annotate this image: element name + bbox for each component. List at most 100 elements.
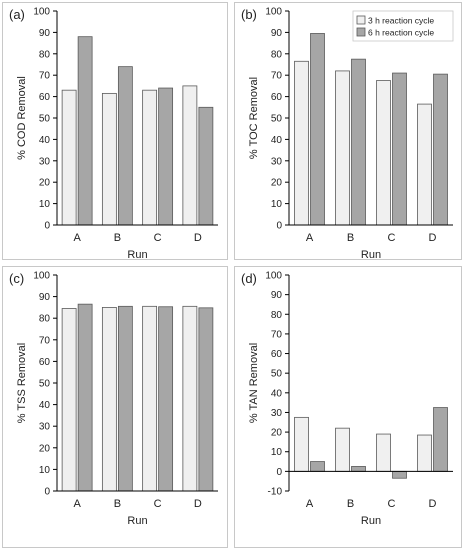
legend-swatch-6h <box>356 27 366 37</box>
y-tick-label: -10 <box>268 487 283 498</box>
y-tick-label: 0 <box>44 487 50 498</box>
y-tick-label: 100 <box>265 7 282 18</box>
bar-3h-b <box>101 92 117 226</box>
bar-6h-a <box>77 36 93 226</box>
bar-6h-a <box>77 303 93 492</box>
y-axis-title: % TAN Removal <box>248 343 260 423</box>
y-tick-label: 10 <box>39 465 51 476</box>
bar-3h-b <box>335 427 350 472</box>
x-tick-label: A <box>73 232 81 244</box>
y-tick-label: 100 <box>33 7 50 18</box>
legend-swatch-3h <box>356 15 366 25</box>
x-tick-label: B <box>114 498 121 510</box>
y-tick-label: 60 <box>39 357 51 368</box>
bar-6h-d <box>198 106 214 226</box>
bar-3h-d <box>182 85 198 226</box>
y-tick-label: 100 <box>265 271 282 282</box>
x-tick-label: C <box>388 498 396 510</box>
y-tick-label: 30 <box>39 156 51 167</box>
bar-3h-c <box>142 89 158 226</box>
panel-label: (a) <box>9 7 25 22</box>
chart-panel-c: (c) 0 10 20 30 40 50 60 70 80 90 100 % TSS Removal A B… <box>2 266 228 548</box>
y-tick-label: 10 <box>39 199 51 210</box>
y-tick-label: 90 <box>271 28 283 39</box>
y-tick-label: 60 <box>39 92 51 103</box>
bar-6h-a <box>310 461 325 472</box>
y-tick-label: 80 <box>271 49 283 60</box>
x-axis-title: Run <box>361 515 381 527</box>
bar-3h-b <box>101 307 117 492</box>
y-axis-title: % TSS Removal <box>16 343 28 424</box>
y-tick-label: 30 <box>271 408 283 419</box>
y-tick-label: 60 <box>271 92 283 103</box>
bar-3h-c <box>142 305 158 492</box>
y-tick-label: 10 <box>271 199 283 210</box>
panel-label: (c) <box>9 271 24 286</box>
bar-3h-d <box>417 434 432 472</box>
bar-3h-c <box>376 433 391 472</box>
y-tick-label: 30 <box>39 422 51 433</box>
y-tick-label: 0 <box>276 221 282 232</box>
y-tick-label: 80 <box>39 49 51 60</box>
y-tick-label: 70 <box>39 335 51 346</box>
bar-6h-d <box>433 73 448 226</box>
y-tick-label: 30 <box>271 156 283 167</box>
bar-6h-c <box>392 470 407 479</box>
bar-3h-a <box>294 416 309 472</box>
y-tick-label: 80 <box>271 310 283 321</box>
legend-label: 6 h reaction cycle <box>368 28 434 38</box>
bar-6h-a <box>310 33 325 226</box>
y-tick-label: 40 <box>39 135 51 146</box>
chart-panel-a: (a) 0 10 20 30 40 50 60 70 80 90 100 % COD Removal A B… <box>2 2 228 261</box>
x-tick-label: A <box>73 498 81 510</box>
y-tick-label: 0 <box>276 467 282 478</box>
y-tick-label: 70 <box>39 71 51 82</box>
x-tick-label: B <box>347 498 354 510</box>
y-tick-label: 100 <box>33 271 50 282</box>
bar-3h-a <box>61 89 77 226</box>
x-tick-label: D <box>429 232 437 244</box>
y-tick-label: 20 <box>39 178 51 189</box>
y-tick-label: 0 <box>44 221 50 232</box>
bar-3h-b <box>335 70 350 226</box>
bar-3h-c <box>376 80 391 226</box>
chart-svg: (b) 0 10 20 30 40 50 60 70 80 90 100 % TOC Removal A B… <box>241 7 454 261</box>
bar-6h-b <box>117 305 133 492</box>
legend-box <box>352 10 454 42</box>
x-tick-label: A <box>306 232 314 244</box>
bar-3h-a <box>294 60 309 226</box>
x-axis-title: Run <box>361 249 381 261</box>
panel-label: (b) <box>241 7 257 22</box>
bar-3h-a <box>61 308 77 492</box>
y-tick-label: 20 <box>39 443 51 454</box>
x-tick-label: B <box>114 232 121 244</box>
y-tick-label: 50 <box>271 369 283 380</box>
bar-3h-d <box>182 305 198 492</box>
y-tick-label: 20 <box>271 178 283 189</box>
legend: 3 h reaction cycle 6 h reaction cycle <box>352 10 454 42</box>
bar-6h-b <box>351 466 366 472</box>
y-tick-label: 50 <box>271 114 283 125</box>
y-tick-label: 80 <box>39 314 51 325</box>
bar-6h-c <box>158 306 174 492</box>
x-tick-label: B <box>347 232 354 244</box>
y-tick-label: 90 <box>39 292 51 303</box>
x-tick-label: D <box>429 498 437 510</box>
x-tick-label: D <box>194 498 202 510</box>
x-tick-label: D <box>194 232 202 244</box>
y-tick-label: 70 <box>271 329 283 340</box>
y-tick-label: 40 <box>271 388 283 399</box>
x-axis-title: Run <box>127 515 147 527</box>
bar-6h-c <box>392 72 407 226</box>
x-tick-label: C <box>154 498 162 510</box>
y-axis-title: % TOC Removal <box>248 77 260 159</box>
y-tick-label: 90 <box>39 28 51 39</box>
x-axis-title: Run <box>127 249 147 261</box>
y-tick-label: 70 <box>271 71 283 82</box>
chart-svg: (d) -10 0 10 20 30 40 50 60 70 80 90 100 % TAN Remova… <box>241 271 453 527</box>
y-tick-label: 60 <box>271 349 283 360</box>
y-tick-label: 50 <box>39 379 51 390</box>
y-tick-label: 40 <box>271 135 283 146</box>
x-tick-label: A <box>306 498 314 510</box>
y-axis-title: % COD Removal <box>16 76 28 160</box>
